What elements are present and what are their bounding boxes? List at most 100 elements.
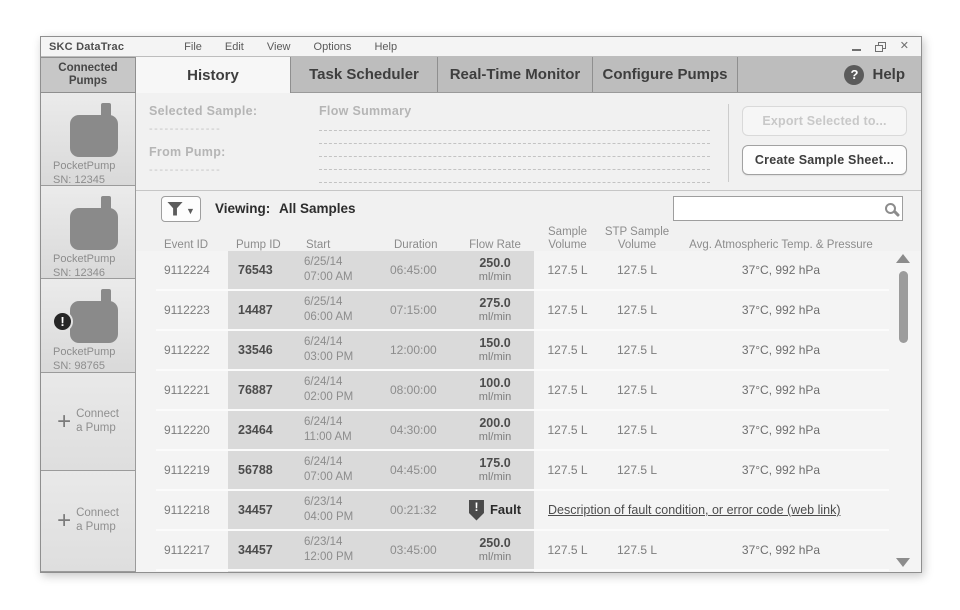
menu-options[interactable]: Options	[313, 40, 352, 53]
cell-sample-volume: 127.5 L	[547, 263, 588, 277]
table-row[interactable]: 9112217 34457 6/23/14 12:00 PM 03:45:00 250.0…	[156, 531, 889, 571]
column-header-avg-atmospheric[interactable]: Avg. Atmospheric Temp. & Pressure	[689, 239, 873, 252]
column-header-event-id[interactable]: Event ID	[164, 239, 209, 252]
table-row[interactable]: 9112222 33546 6/24/14 03:00 PM 12:00:00 150.0…	[156, 331, 889, 371]
window-controls: ✕	[851, 40, 913, 52]
connect-a-pump-button[interactable]: + Connect a Pump	[41, 471, 136, 572]
from-pump-value: --------------	[149, 164, 222, 176]
cell-pump-id: 34457	[228, 491, 298, 529]
table-row[interactable]: 9112220 23464 6/24/14 11:00 AM 04:30:00 200.0…	[156, 411, 889, 451]
pump-sn: SN: 12345	[53, 173, 105, 186]
menu-view[interactable]: View	[266, 40, 291, 53]
cell-avg-temp-pressure: 37°C, 992 hPa	[741, 463, 821, 477]
plus-icon: +	[57, 407, 72, 435]
table-body: 9112224 76543 6/25/14 07:00 AM 06:45:00 250.0…	[136, 251, 921, 572]
scrollbar-thumb[interactable]	[898, 271, 908, 343]
cell-pump-id: 56788	[228, 451, 298, 489]
restore-button[interactable]	[874, 41, 886, 52]
cell-avg-temp-pressure: 37°C, 992 hPa	[741, 423, 821, 437]
cell-duration: 03:45:00	[386, 531, 456, 569]
search-input[interactable]	[680, 201, 885, 216]
app-title: SKC DataTrac	[49, 40, 125, 53]
pump-item-12345[interactable]: PocketPump SN: 12345	[41, 93, 136, 186]
menu-edit[interactable]: Edit	[224, 40, 244, 53]
column-header-flow-rate[interactable]: Flow Rate	[469, 239, 521, 252]
pump-sn: SN: 98765	[53, 359, 105, 372]
cell-flow-rate: 250.0 ml/min	[456, 251, 534, 289]
column-header-sample-volume[interactable]: Sample Volume	[548, 226, 587, 252]
scroll-up-icon[interactable]	[896, 254, 910, 263]
export-selected-button[interactable]: Export Selected to...	[742, 106, 907, 136]
tab-configure-pumps[interactable]: Configure Pumps	[593, 57, 738, 92]
connected-pumps-sidebar: Connected Pumps PocketPump SN: 12345 Poc…	[41, 57, 136, 572]
cell-flow-rate: 250.0 ml/min	[456, 531, 534, 569]
tab-real-time-monitor[interactable]: Real-Time Monitor	[438, 57, 593, 92]
cell-duration: 04:30:00	[386, 411, 456, 449]
connect-a-pump-button[interactable]: + Connect a Pump	[41, 373, 136, 471]
viewing-status: Viewing: All Samples	[215, 201, 356, 216]
table-row[interactable]: 9112221 76887 6/24/14 02:00 PM 08:00:00 100.0…	[156, 371, 889, 411]
chevron-down-icon: ▼	[186, 206, 195, 216]
cell-avg-temp-pressure: 37°C, 992 hPa	[741, 383, 821, 397]
help-button[interactable]: ? Help	[738, 57, 921, 92]
column-header-duration[interactable]: Duration	[394, 239, 438, 252]
cell-flow-rate: 275.0 ml/min	[456, 291, 534, 329]
column-header-stp-sample-volume[interactable]: STP Sample Volume	[604, 226, 670, 252]
minimize-button[interactable]	[851, 43, 861, 51]
connect-label: a Pump	[76, 421, 116, 434]
fault-description-link[interactable]: Description of fault condition, or error…	[548, 503, 841, 517]
search-box[interactable]	[673, 196, 903, 221]
search-icon[interactable]	[885, 203, 901, 218]
tab-bar: History Task Scheduler Real-Time Monitor…	[136, 57, 921, 94]
pump-item-98765[interactable]: ! PocketPump SN: 98765	[41, 279, 136, 373]
flow-summary-line	[319, 157, 710, 170]
cell-stp-sample-volume: 127.5 L	[616, 263, 658, 277]
cell-fault-description: Description of fault condition, or error…	[534, 491, 889, 529]
vertical-scrollbar[interactable]	[895, 254, 911, 567]
column-header-pump-id[interactable]: Pump ID	[236, 239, 281, 252]
fault-label: Fault	[489, 502, 522, 518]
cell-start: 6/25/14 06:00 AM	[298, 291, 386, 329]
cell-start: 6/25/14 07:00 AM	[298, 251, 386, 289]
viewing-label: Viewing:	[215, 201, 271, 216]
table-row[interactable]: 9112218 34457 6/23/14 04:00 PM 00:21:32! Faul…	[156, 491, 889, 531]
cell-flow-rate: 175.0 ml/min	[456, 451, 534, 489]
cell-event-id: 9112224	[164, 263, 210, 277]
table-row[interactable]: 9112219 56788 6/24/14 07:00 AM 04:45:00 175.0…	[156, 451, 889, 491]
cell-stp-sample-volume: 127.5 L	[616, 383, 658, 397]
cell-flow-rate: 100.0 ml/min	[456, 371, 534, 409]
table-row[interactable]: 9112223 14487 6/25/14 06:00 AM 07:15:00 275.0…	[156, 291, 889, 331]
from-pump-label: From Pump:	[149, 145, 226, 159]
menu-help[interactable]: Help	[374, 40, 398, 53]
pump-warning-icon: !	[52, 311, 73, 332]
connect-label: Connect	[76, 407, 119, 420]
filter-button[interactable]: ▼	[161, 195, 201, 222]
table-header-row: Event ID Pump ID Start Duration Flow Rat…	[156, 226, 889, 251]
viewing-value: All Samples	[279, 201, 356, 216]
cell-event-id: 9112223	[164, 303, 210, 317]
pump-sn: SN: 12346	[53, 266, 105, 279]
pump-item-12346[interactable]: PocketPump SN: 12346	[41, 186, 136, 279]
cell-duration: 08:00:00	[386, 371, 456, 409]
tab-task-scheduler[interactable]: Task Scheduler	[291, 57, 438, 92]
column-header-start[interactable]: Start	[306, 239, 331, 252]
cell-duration: 07:15:00	[386, 291, 456, 329]
cell-event-id: 9112222	[164, 343, 210, 357]
cell-event-id: 9112219	[164, 463, 210, 477]
cell-start: 6/24/14 11:00 AM	[298, 411, 386, 449]
cell-pump-id: 34457	[228, 531, 298, 569]
create-sample-sheet-button[interactable]: Create Sample Sheet...	[742, 145, 907, 175]
flow-summary-section: Flow Summary	[301, 104, 728, 183]
cell-duration: 06:45:00	[386, 251, 456, 289]
close-button[interactable]: ✕	[899, 40, 909, 52]
cell-start: 6/23/14 04:00 PM	[298, 491, 386, 529]
cell-stp-sample-volume: 127.5 L	[616, 303, 658, 317]
scroll-down-icon[interactable]	[896, 558, 910, 567]
cell-sample-volume: 127.5 L	[547, 423, 588, 437]
tab-history[interactable]: History	[136, 57, 291, 94]
menu-bar: File Edit View Options Help	[184, 41, 397, 53]
cell-duration: 04:45:00	[386, 451, 456, 489]
menu-file[interactable]: File	[184, 40, 202, 53]
table-row[interactable]: 9112224 76543 6/25/14 07:00 AM 06:45:00 250.0…	[156, 251, 889, 291]
cell-flow-rate: 150.0 ml/min	[456, 331, 534, 369]
